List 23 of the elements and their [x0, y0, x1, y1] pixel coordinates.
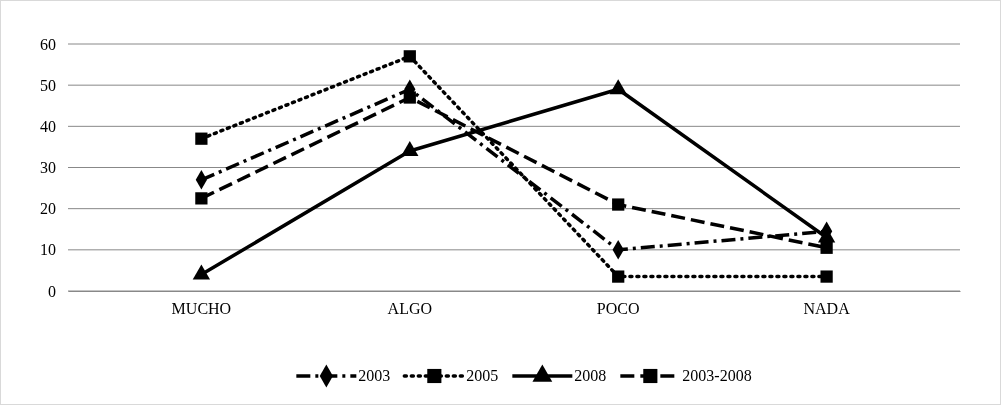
y-tick-label: 50: [40, 76, 56, 94]
y-tick-label: 60: [40, 35, 56, 53]
point: [820, 270, 833, 283]
legend-label: 2003-2008: [682, 367, 752, 384]
point: [612, 198, 625, 211]
y-tick-label: 0: [48, 282, 56, 300]
point: [403, 50, 416, 63]
point: [401, 141, 419, 157]
x-tick-label: NADA: [803, 300, 851, 318]
point: [195, 192, 208, 205]
x-tick-label: MUCHO: [171, 300, 232, 318]
point: [820, 241, 833, 254]
y-tick-label: 30: [40, 159, 56, 177]
y-tick-label: 40: [40, 117, 56, 135]
legend-label: 2005: [466, 367, 499, 384]
legend-label: 2008: [574, 367, 607, 384]
y-tick-label: 20: [40, 200, 56, 218]
legend-label: 2003: [358, 367, 391, 384]
x-tick-label: POCO: [596, 300, 640, 318]
point: [612, 270, 625, 283]
x-tick-label: ALGO: [387, 300, 433, 318]
point: [195, 132, 208, 145]
y-tick-label: 10: [40, 241, 56, 259]
